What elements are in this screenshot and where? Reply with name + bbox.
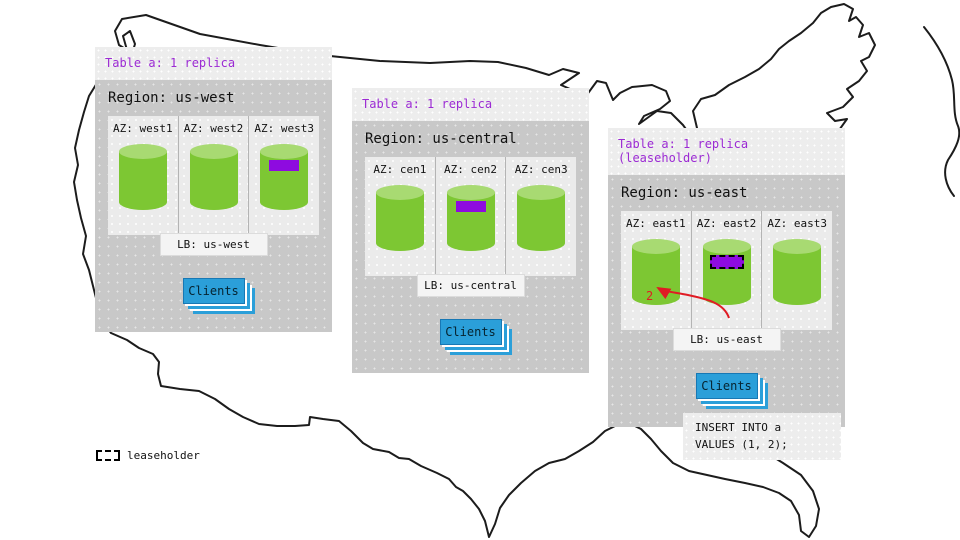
- load-balancer-us-west: LB: us-west: [159, 233, 268, 256]
- region-body: Region: us-east AZ: east1 AZ: east2 AZ: …: [608, 175, 845, 427]
- leaseholder-replica-bar: [709, 255, 744, 269]
- replica-bar: [269, 160, 300, 171]
- az-label: AZ: cen3: [514, 163, 568, 176]
- replica-bar: [455, 201, 486, 212]
- cylinder-top: [446, 185, 495, 200]
- insert-query-box: INSERT INTO a VALUES (1, 2);: [683, 413, 841, 461]
- cylinder-top: [189, 144, 238, 159]
- db-node-cylinder: [446, 185, 495, 251]
- db-node-cylinder: [631, 239, 680, 305]
- az-label: AZ: east3: [767, 217, 827, 230]
- region-title: Region: us-west: [108, 90, 235, 106]
- clients-button-us-east[interactable]: Clients: [695, 373, 758, 399]
- cylinder-top: [631, 239, 680, 254]
- db-node-cylinder: [375, 185, 424, 251]
- cylinder-body: [189, 151, 238, 210]
- cylinder-body: [517, 192, 566, 251]
- region-title: Region: us-central: [365, 131, 517, 147]
- region-body: Region: us-central AZ: cen1 AZ: cen2 AZ:…: [352, 121, 589, 373]
- cylinder-top: [260, 144, 309, 159]
- leaseholder-legend-label: leaseholder: [127, 449, 200, 462]
- az-cell-west1: AZ: west1: [108, 116, 178, 235]
- step-2-label: 2: [646, 289, 654, 303]
- az-cell-west2: AZ: west2: [177, 116, 249, 235]
- db-node-cylinder: [702, 239, 751, 305]
- az-cell-cen1: AZ: cen1: [365, 157, 435, 276]
- leaseholder-swatch-icon: [96, 450, 120, 461]
- cylinder-top: [517, 185, 566, 200]
- insert-query-line2: VALUES (1, 2);: [695, 438, 788, 452]
- az-label: AZ: cen1: [373, 163, 427, 176]
- load-balancer-us-central: LB: us-central: [416, 274, 525, 297]
- az-label: AZ: cen2: [444, 163, 497, 176]
- table-replica-leaseholder-header: Table a: 1 replica (leaseholder): [608, 128, 845, 175]
- az-cell-cen2: AZ: cen2: [434, 157, 506, 276]
- az-row: AZ: cen1 AZ: cen2 AZ: cen3: [365, 157, 576, 276]
- az-cell-west3: AZ: west3: [248, 116, 319, 235]
- az-label: AZ: west3: [254, 122, 314, 135]
- az-cell-east1: AZ: east1: [621, 211, 691, 330]
- db-node-cylinder: [118, 144, 167, 210]
- db-node-cylinder: [517, 185, 566, 251]
- region-panel-us-central: Table a: 1 replica Region: us-central AZ…: [352, 88, 589, 373]
- az-label: AZ: west2: [183, 122, 244, 135]
- region-panel-us-west: Table a: 1 replica Region: us-west AZ: w…: [95, 47, 332, 332]
- az-label: AZ: west1: [113, 122, 173, 135]
- az-cell-cen3: AZ: cen3: [505, 157, 576, 276]
- cylinder-top: [702, 239, 751, 254]
- az-row: AZ: west1 AZ: west2 AZ: west3: [108, 116, 319, 235]
- db-node-cylinder: [773, 239, 822, 305]
- region-body: Region: us-west AZ: west1 AZ: west2 AZ: …: [95, 80, 332, 332]
- cylinder-body: [375, 192, 424, 251]
- az-cell-east2: AZ: east2: [690, 211, 762, 330]
- az-label: AZ: east2: [696, 217, 757, 230]
- clients-button-us-central[interactable]: Clients: [439, 319, 502, 345]
- az-row: AZ: east1 AZ: east2 AZ: east3: [621, 211, 832, 330]
- table-replica-header: Table a: 1 replica: [352, 88, 589, 121]
- insert-query-line1: INSERT INTO a: [695, 421, 782, 434]
- az-cell-east3: AZ: east3: [761, 211, 832, 330]
- region-title: Region: us-east: [621, 185, 748, 201]
- cylinder-top: [773, 239, 822, 254]
- region-panel-us-east: Table a: 1 replica (leaseholder) Region:…: [608, 128, 845, 427]
- cylinder-top: [118, 144, 167, 159]
- cylinder-body: [631, 246, 680, 305]
- db-node-cylinder: [189, 144, 238, 210]
- leaseholder-legend: leaseholder: [96, 449, 200, 462]
- cylinder-body: [118, 151, 167, 210]
- az-label: AZ: east1: [626, 217, 686, 230]
- cylinder-top: [375, 185, 424, 200]
- db-node-cylinder: [260, 144, 309, 210]
- table-replica-header: Table a: 1 replica: [95, 47, 332, 80]
- load-balancer-us-east: LB: us-east: [672, 328, 781, 351]
- cylinder-body: [773, 246, 822, 305]
- clients-button-us-west[interactable]: Clients: [182, 278, 245, 304]
